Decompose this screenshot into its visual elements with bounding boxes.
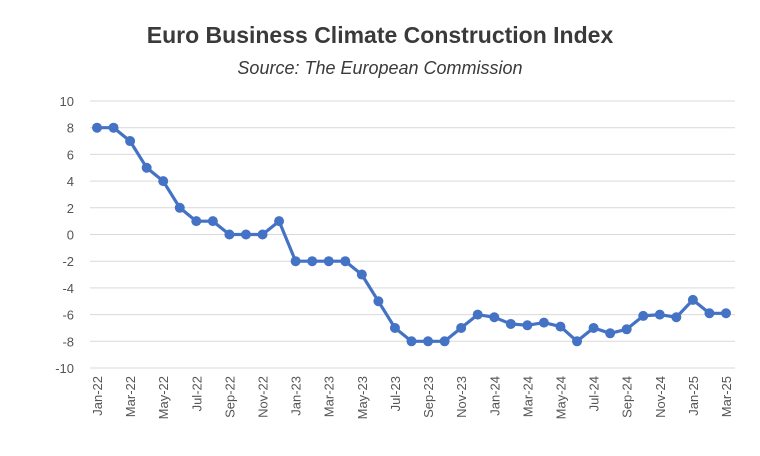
y-tick-label: 6 — [67, 147, 74, 162]
x-tick-label: Sep-22 — [222, 376, 237, 418]
data-point — [240, 229, 251, 240]
data-point — [125, 136, 136, 147]
data-point — [323, 256, 334, 267]
y-tick-label: 2 — [67, 201, 74, 216]
x-tick-label: May-24 — [553, 376, 568, 419]
data-point — [290, 256, 301, 267]
x-tick-label: Jul-24 — [587, 376, 602, 411]
y-tick-label: -8 — [62, 334, 74, 349]
y-tick-label: -6 — [62, 308, 74, 323]
data-point — [505, 318, 516, 329]
series-group — [92, 122, 731, 347]
data-point — [704, 308, 715, 319]
x-tick-label: Jan-25 — [686, 376, 701, 416]
x-tick-label: Mar-25 — [719, 376, 734, 417]
x-tick-label: Nov-23 — [454, 376, 469, 418]
data-point — [439, 336, 450, 347]
data-point — [721, 308, 731, 319]
y-tick-label: -10 — [55, 361, 74, 376]
chart-title: Euro Business Climate Construction Index — [146, 22, 614, 48]
data-point — [605, 328, 616, 339]
data-point — [108, 122, 119, 133]
data-point — [141, 162, 152, 173]
data-point — [555, 321, 566, 332]
data-point — [638, 310, 649, 321]
x-tick-label: Sep-23 — [421, 376, 436, 418]
data-point — [489, 312, 500, 323]
data-point — [356, 269, 367, 280]
data-point — [340, 256, 351, 267]
x-tick-label: May-23 — [355, 376, 370, 419]
data-point — [307, 256, 318, 267]
y-tick-label: -2 — [62, 254, 74, 269]
chart-subtitle: Source: The European Commission — [237, 58, 523, 78]
x-tick-label: Mar-22 — [123, 376, 138, 417]
x-tick-label: Jul-23 — [388, 376, 403, 411]
data-point — [207, 216, 218, 227]
data-point — [406, 336, 417, 347]
data-point — [572, 336, 583, 347]
data-point — [588, 322, 599, 333]
data-point — [671, 312, 682, 323]
x-tick-label: Mar-24 — [520, 376, 535, 417]
x-tick-label: Jan-23 — [289, 376, 304, 416]
y-axis-ticks: 10 8 6 4 2 0 -2 -4 -6 -8 -10 — [55, 94, 74, 376]
data-point — [456, 322, 467, 333]
x-tick-label: May-22 — [156, 376, 171, 419]
data-point — [191, 216, 202, 227]
y-tick-label: 10 — [60, 94, 74, 109]
gridlines — [90, 100, 735, 369]
x-tick-label: Nov-22 — [256, 376, 271, 418]
y-tick-label: 8 — [67, 121, 74, 136]
y-tick-label: 4 — [67, 174, 74, 189]
data-point — [274, 216, 285, 227]
data-point — [654, 309, 665, 320]
data-point — [472, 309, 483, 320]
x-tick-label: Sep-24 — [620, 376, 635, 418]
x-tick-label: Mar-23 — [322, 376, 337, 417]
data-point — [423, 336, 434, 347]
data-point — [621, 324, 632, 335]
data-point — [687, 294, 698, 305]
data-point — [522, 320, 533, 331]
data-point — [92, 122, 102, 133]
x-tick-label: Nov-24 — [653, 376, 668, 418]
data-point — [373, 296, 384, 307]
data-point — [224, 229, 235, 240]
x-tick-label: Jan-24 — [487, 376, 502, 416]
x-axis-ticks: Jan-22 Mar-22 May-22 Jul-22 Sep-22 Nov-22 Jan-… — [90, 376, 734, 419]
data-point — [257, 229, 268, 240]
x-tick-label: Jan-22 — [90, 376, 105, 416]
y-tick-label: -4 — [62, 281, 74, 296]
y-tick-label: 0 — [67, 228, 74, 243]
data-point — [174, 202, 185, 213]
x-tick-label: Jul-22 — [189, 376, 204, 411]
data-point — [538, 317, 549, 328]
data-point — [389, 322, 400, 333]
data-point — [158, 176, 169, 187]
